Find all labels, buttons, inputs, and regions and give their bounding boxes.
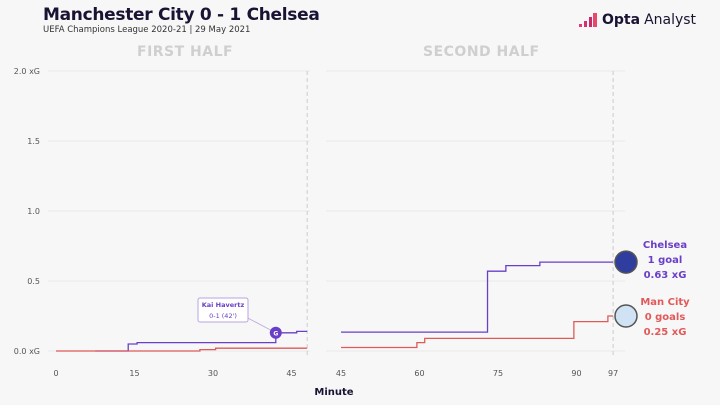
x-tick-label: 45 — [286, 369, 296, 378]
team-name-label: Man City — [640, 297, 690, 308]
goal-marker — [269, 326, 282, 339]
annotation-box — [197, 297, 249, 323]
annotation-player: Kai Havertz — [202, 301, 245, 309]
team-goals-label: 1 goal — [648, 255, 683, 266]
x-axis-title: Minute — [314, 387, 353, 398]
brand-light: Analyst — [644, 12, 697, 28]
team-xg-label: 0.25 xG — [644, 327, 687, 338]
page-title: Manchester City 0 - 1 Chelsea — [43, 5, 320, 25]
opta-logo-icon — [579, 13, 597, 27]
y-tick-label: 2.0 xG — [14, 67, 40, 76]
mancity-crest-icon — [614, 304, 638, 328]
brand-bold: Opta — [602, 12, 641, 28]
chelsea-crest-icon — [614, 250, 638, 274]
annotation-detail: 0-1 (42') — [209, 312, 237, 320]
x-tick-label: 97 — [608, 369, 618, 378]
team-xg-label: 0.63 xG — [644, 270, 687, 281]
series-line-first-half — [95, 330, 308, 352]
team-goals-label: 0 goals — [645, 312, 686, 323]
team-name-label: Chelsea — [643, 240, 687, 251]
goal-marker-label: G — [273, 330, 278, 337]
y-tick-label: 0.0 xG — [14, 347, 40, 356]
series-line-second-half — [341, 261, 614, 333]
x-tick-label: 90 — [571, 369, 581, 378]
first-half-label: FIRST HALF — [137, 44, 234, 60]
x-tick-label: 15 — [129, 369, 139, 378]
page-subtitle: UEFA Champions League 2020-21 | 29 May 2… — [43, 25, 251, 35]
opta-analyst-logo: Opta Analyst — [578, 12, 696, 28]
second-half-label: SECOND HALF — [423, 44, 540, 60]
x-tick-label: 60 — [414, 369, 424, 378]
y-tick-label: 1.0 — [27, 207, 40, 216]
series-line-first-half — [56, 347, 308, 352]
x-tick-label: 30 — [208, 369, 218, 378]
x-tick-label: 75 — [493, 369, 503, 378]
x-tick-label: 45 — [336, 369, 346, 378]
x-tick-label: 0 — [53, 369, 58, 378]
y-tick-label: 0.5 — [27, 277, 40, 286]
y-tick-label: 1.5 — [27, 137, 40, 146]
series-line-second-half — [341, 315, 614, 349]
